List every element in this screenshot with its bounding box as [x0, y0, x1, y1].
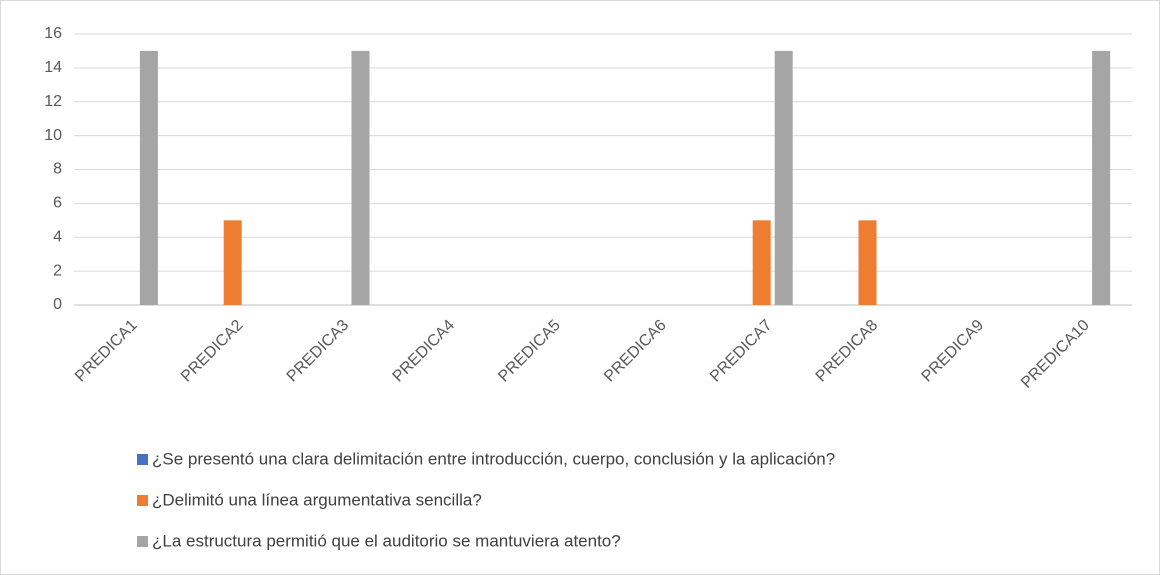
- bar: [752, 220, 771, 305]
- legend-swatch: [137, 454, 148, 465]
- bar: [351, 50, 370, 305]
- y-tick-label: 14: [44, 59, 62, 76]
- legend-swatch: [137, 536, 148, 547]
- legend-swatch: [137, 495, 148, 506]
- y-tick-label: 2: [53, 262, 62, 279]
- legend-label: ¿La estructura permitió que el auditorio…: [152, 531, 621, 550]
- bar: [858, 220, 877, 305]
- y-tick-label: 12: [44, 93, 62, 110]
- y-tick-label: 0: [53, 296, 62, 313]
- legend-label: ¿Se presentó una clara delimitación entr…: [152, 449, 835, 468]
- y-tick-label: 6: [53, 195, 62, 212]
- bar: [223, 220, 242, 305]
- y-tick-label: 16: [44, 25, 62, 42]
- bar: [774, 50, 793, 305]
- bar: [1092, 50, 1111, 305]
- y-tick-label: 8: [53, 161, 62, 178]
- y-tick-label: 4: [53, 228, 62, 245]
- legend-label: ¿Delimitó una línea argumentativa sencil…: [152, 490, 482, 509]
- y-tick-label: 10: [44, 127, 62, 144]
- bar: [139, 50, 158, 305]
- legend: ¿Se presentó una clara delimitación entr…: [137, 449, 835, 550]
